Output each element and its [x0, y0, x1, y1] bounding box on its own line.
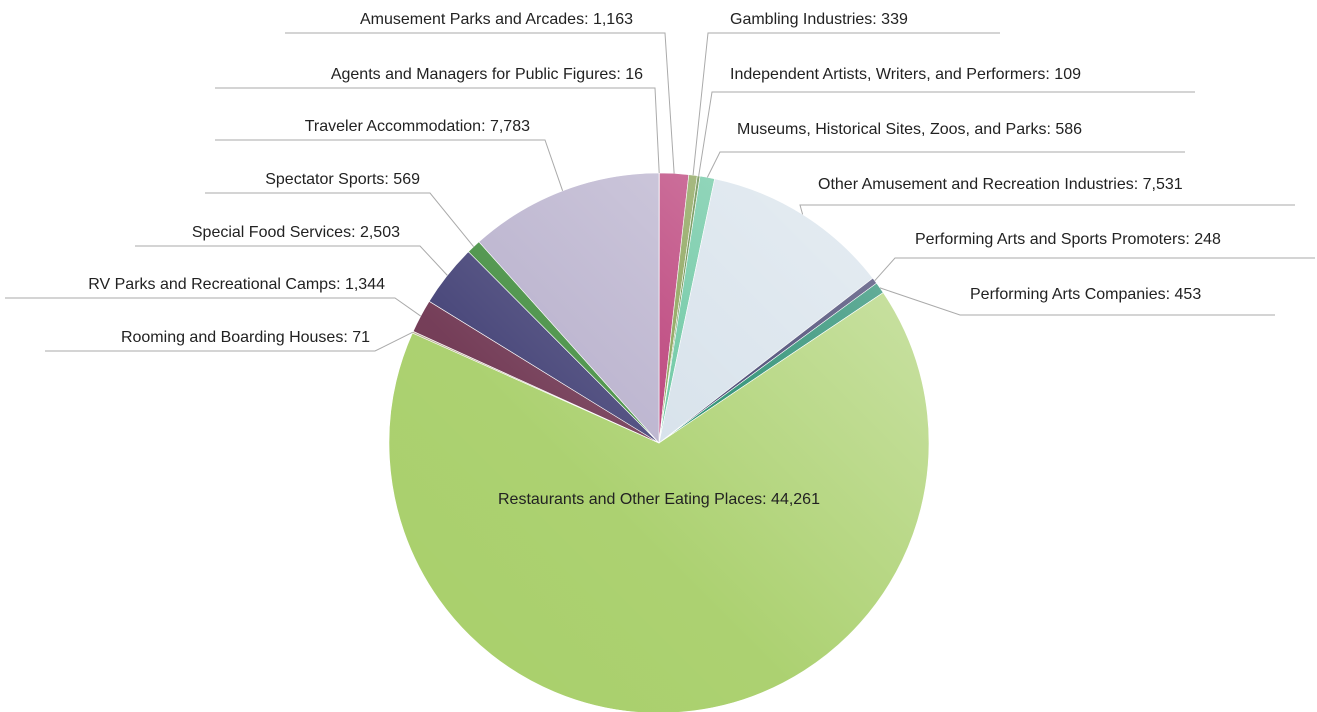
leader-line [5, 297, 421, 317]
slice-label: Other Amusement and Recreation Industrie… [818, 176, 1183, 193]
slice-label: Performing Arts and Sports Promoters: 24… [915, 231, 1221, 248]
leader-line [698, 91, 1195, 177]
slice-label: Museums, Historical Sites, Zoos, and Par… [737, 121, 1082, 138]
leader-line [205, 192, 475, 248]
leader-line [135, 245, 448, 276]
leader-line [706, 151, 1185, 178]
slice-label: Spectator Sports: 569 [265, 171, 420, 188]
slice-label: Agents and Managers for Public Figures: … [331, 66, 643, 83]
slice-label: Gambling Industries: 339 [730, 11, 908, 28]
slice-label: Restaurants and Other Eating Places: 44,… [498, 491, 820, 508]
slice-label: Rooming and Boarding Houses: 71 [121, 329, 370, 346]
slice-label: Amusement Parks and Arcades: 1,163 [360, 11, 633, 28]
slice-label: Special Food Services: 2,503 [192, 224, 400, 241]
leader-line [215, 139, 564, 191]
leader-line [45, 331, 414, 352]
slices [388, 172, 930, 712]
leader-line [692, 32, 1000, 176]
slice-label: RV Parks and Recreational Camps: 1,344 [88, 276, 385, 293]
slice-label: Performing Arts Companies: 453 [970, 286, 1201, 303]
leader-line [215, 87, 660, 174]
leader-line [874, 257, 1315, 281]
slice-label: Traveler Accommodation: 7,783 [305, 118, 530, 135]
leader-line [285, 32, 675, 174]
leader-line [879, 287, 1275, 316]
slice-label: Independent Artists, Writers, and Perfor… [730, 66, 1081, 83]
leader-line [799, 204, 1295, 215]
